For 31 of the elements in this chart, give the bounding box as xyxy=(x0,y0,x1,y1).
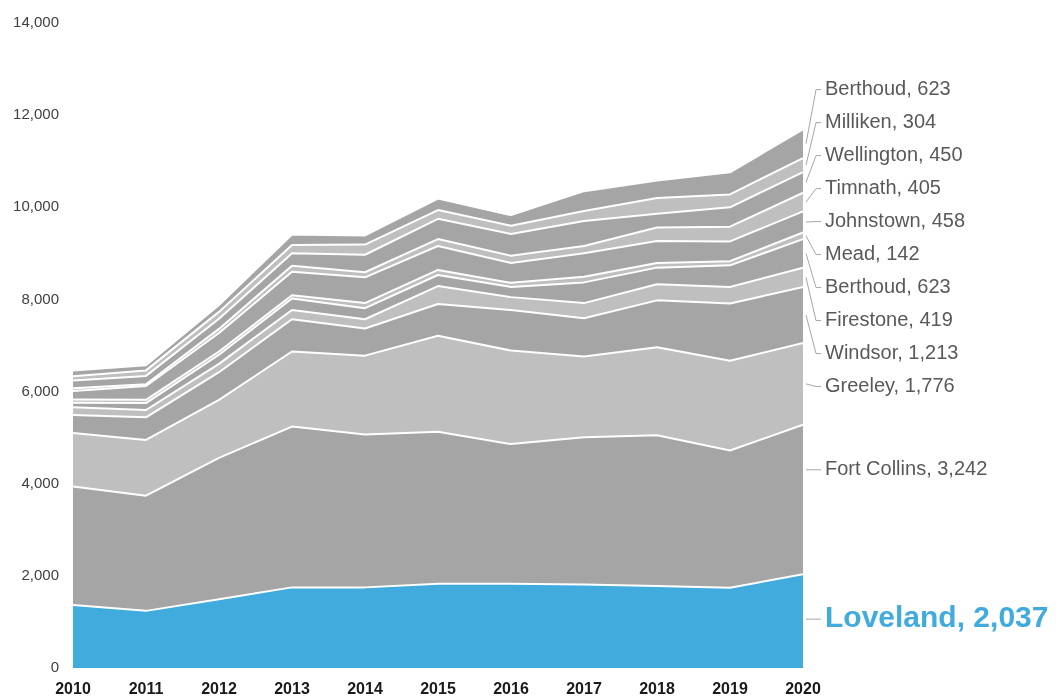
x-tick-label: 2018 xyxy=(639,680,675,698)
data-label: Timnath, 405 xyxy=(825,176,941,199)
y-tick-label: 10,000 xyxy=(13,197,59,215)
y-tick-label: 6,000 xyxy=(21,381,59,399)
data-label: Firestone, 419 xyxy=(825,308,953,331)
y-tick-label: 14,000 xyxy=(13,13,59,31)
x-tick-label: 2016 xyxy=(493,680,529,698)
x-tick-label: 2017 xyxy=(566,680,602,698)
data-label: Fort Collins, 3,242 xyxy=(825,457,988,480)
y-tick-label: 8,000 xyxy=(21,289,59,307)
x-tick-label: 2015 xyxy=(420,680,456,698)
x-tick-label: 2011 xyxy=(128,680,164,698)
data-label: Milliken, 304 xyxy=(825,110,937,133)
y-tick-label: 4,000 xyxy=(21,473,59,491)
x-tick-label: 2014 xyxy=(347,680,383,698)
x-tick-label: 2012 xyxy=(201,680,237,698)
data-label: Berthoud, 623 xyxy=(825,275,951,298)
y-tick-label: 0 xyxy=(50,658,59,676)
x-tick-label: 2020 xyxy=(785,680,821,698)
data-label: Greeley, 1,776 xyxy=(825,374,955,397)
y-tick-label: 2,000 xyxy=(21,566,59,583)
data-label: Wellington, 450 xyxy=(825,143,963,166)
x-tick-label: 2013 xyxy=(274,680,310,698)
data-label: Johnstown, 458 xyxy=(825,209,966,232)
y-tick-label: 12,000 xyxy=(13,105,59,123)
x-tick-label: 2010 xyxy=(55,680,91,698)
data-label: Windsor, 1,213 xyxy=(825,341,959,364)
data-label: Berthoud, 623 xyxy=(825,77,951,100)
x-tick-label: 2019 xyxy=(712,680,748,698)
data-label: Mead, 142 xyxy=(825,242,920,265)
data-label: Loveland, 2,037 xyxy=(825,600,1049,634)
